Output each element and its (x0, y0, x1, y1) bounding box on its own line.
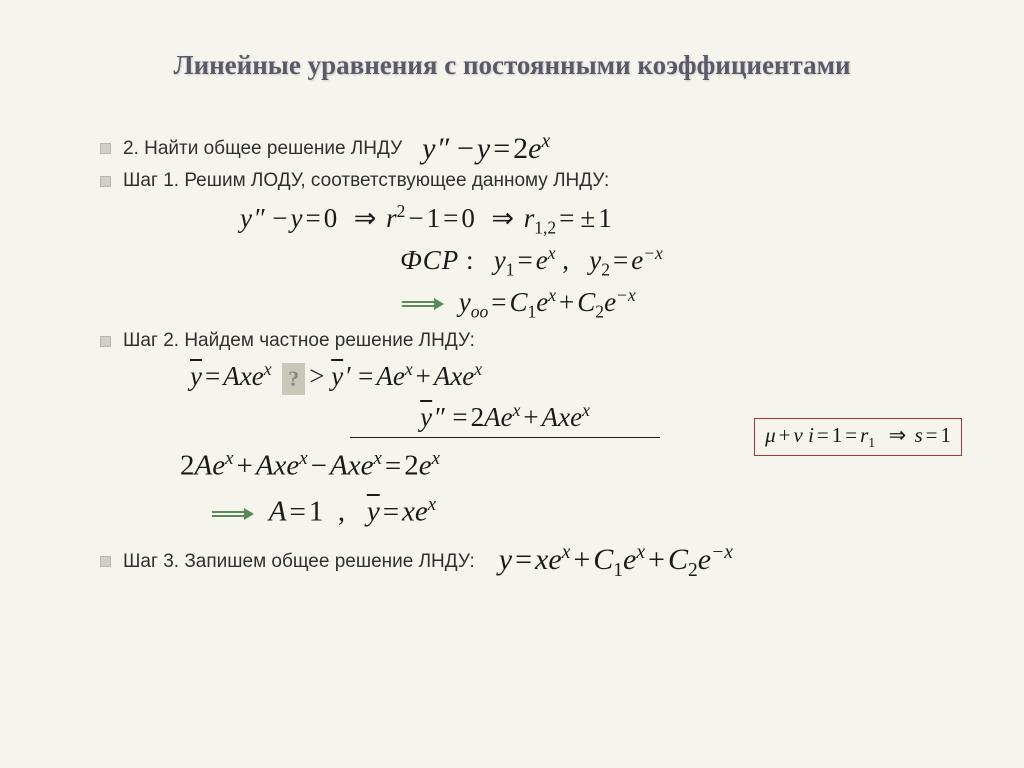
bullet-icon (100, 176, 111, 187)
arrow-icon (210, 509, 254, 520)
bullet-row-2: Шаг 1. Решим ЛОДУ, соответствующее данно… (100, 170, 984, 192)
bullet-text-4: Шаг 3. Запишем общее решение ЛНДУ: (123, 551, 475, 573)
bullet-icon (100, 556, 111, 567)
bullet-icon (100, 143, 111, 154)
question-icon: ? (282, 363, 305, 395)
bullet-row-4: Шаг 3. Запишем общее решение ЛНДУ: y=xex… (100, 542, 984, 582)
bullet-icon (100, 336, 111, 347)
arrow-icon (400, 299, 444, 310)
bullet-row-1: 2. Найти общее решение ЛНДУ y″−y=2ex (100, 131, 984, 166)
red-hint-box: μ+ν i=1=r1 ⇒ s=1 (754, 418, 962, 456)
bullet-text-3: Шаг 2. Найдем частное решение ЛНДУ: (123, 330, 475, 352)
eq-fcp: ФCP : y1=ex , y2=e−x (400, 242, 984, 282)
bullet-row-3: Шаг 2. Найдем частное решение ЛНДУ: (100, 330, 984, 352)
eq-a-result: A=1 , y=xex (210, 492, 984, 532)
slide-title: Линейные уравнения с постоянными коэффиц… (40, 50, 984, 81)
eq-yoo: yoo=C1ex+C2e−x (400, 284, 984, 324)
eq-problem: y″−y=2ex (422, 131, 550, 166)
eq-ansatz: y=Axex ?> y′=Aex+Axex (190, 358, 984, 395)
bullet-text-2: Шаг 1. Решим ЛОДУ, соответствующее данно… (123, 170, 609, 192)
bullet-text-1: 2. Найти общее решение ЛНДУ (123, 138, 402, 160)
eq-final: y=xex+C1ex+C2e−x (499, 542, 733, 582)
slide: Линейные уравнения с постоянными коэффиц… (0, 0, 1024, 768)
eq-homog: y″−y=0 ⇒ r2−1=0 ⇒ r1,2=±1 (240, 200, 984, 240)
